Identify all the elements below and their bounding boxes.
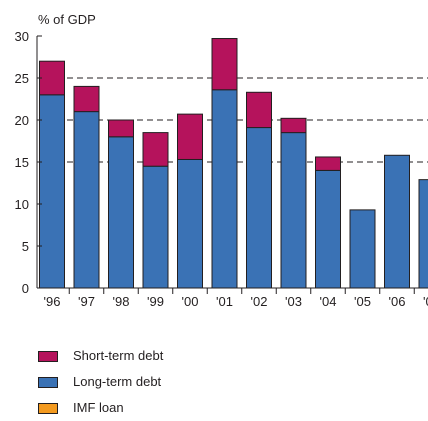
x-tick-label-7: '02 [251,294,268,309]
legend-item-long-term-debt: Long-term debt [38,369,163,395]
x-tick-label-8: '03 [285,294,302,309]
bars [40,39,428,288]
legend-swatch-imf-loan [38,403,58,414]
bar-long-term-debt-11 [385,155,410,288]
legend-item-imf-loan: IMF loan [38,395,163,421]
y-tick-label-5: 5 [22,239,29,254]
bar-long-term-debt-8 [281,133,306,288]
x-tick-label-5: '00 [182,294,199,309]
legend-item-short-term-debt: Short-term debt [38,343,163,369]
bar-long-term-debt-5 [178,159,203,288]
bar-short-term-debt-2 [74,86,99,111]
y-tick-label-0: 0 [22,281,29,296]
bar-long-term-debt-6 [212,90,237,288]
x-tick-label-9: '04 [320,294,337,309]
bar-long-term-debt-9 [316,170,341,288]
x-tick-label-2: '97 [78,294,95,309]
x-tick-label-1: '96 [44,294,61,309]
y-axis-unit-label: % of GDP [38,12,96,27]
bar-long-term-debt-2 [74,112,99,288]
bar-short-term-debt-1 [40,61,65,95]
bar-short-term-debt-7 [247,92,272,127]
x-tick-label-3: '98 [113,294,130,309]
bar-short-term-debt-3 [109,120,134,137]
legend: Short-term debt Long-term debt IMF loan [38,343,163,421]
bar-short-term-debt-5 [178,114,203,159]
stacked-bar-chart: 0 5 10 15 20 25 30 '96 '97 '98 '99 '00 '01 '02 '03 '04 '… [0,0,428,330]
x-tick-label-12: '07 [423,294,428,309]
bar-long-term-debt-7 [247,128,272,288]
y-tick-label-25: 25 [15,71,29,86]
bar-short-term-debt-4 [143,133,168,167]
bar-short-term-debt-6 [212,39,237,90]
bar-long-term-debt-4 [143,166,168,288]
x-tick-label-6: '01 [216,294,233,309]
legend-label-long-term-debt: Long-term debt [73,375,161,389]
bar-long-term-debt-3 [109,137,134,288]
y-tick-label-20: 20 [15,113,29,128]
legend-swatch-short-term-debt [38,351,58,362]
y-tick-label-10: 10 [15,197,29,212]
bar-short-term-debt-8 [281,118,306,132]
y-tick-label-30: 30 [15,29,29,44]
x-tick-label-11: '06 [389,294,406,309]
legend-swatch-long-term-debt [38,377,58,388]
bar-long-term-debt-10 [350,210,375,288]
y-tick-label-15: 15 [15,155,29,170]
bar-long-term-debt-1 [40,95,65,288]
legend-label-short-term-debt: Short-term debt [73,349,163,363]
legend-label-imf-loan: IMF loan [73,401,124,415]
x-tick-label-10: '05 [354,294,371,309]
bar-long-term-debt-12 [419,180,428,288]
bar-short-term-debt-9 [316,157,341,170]
x-tick-label-4: '99 [147,294,164,309]
